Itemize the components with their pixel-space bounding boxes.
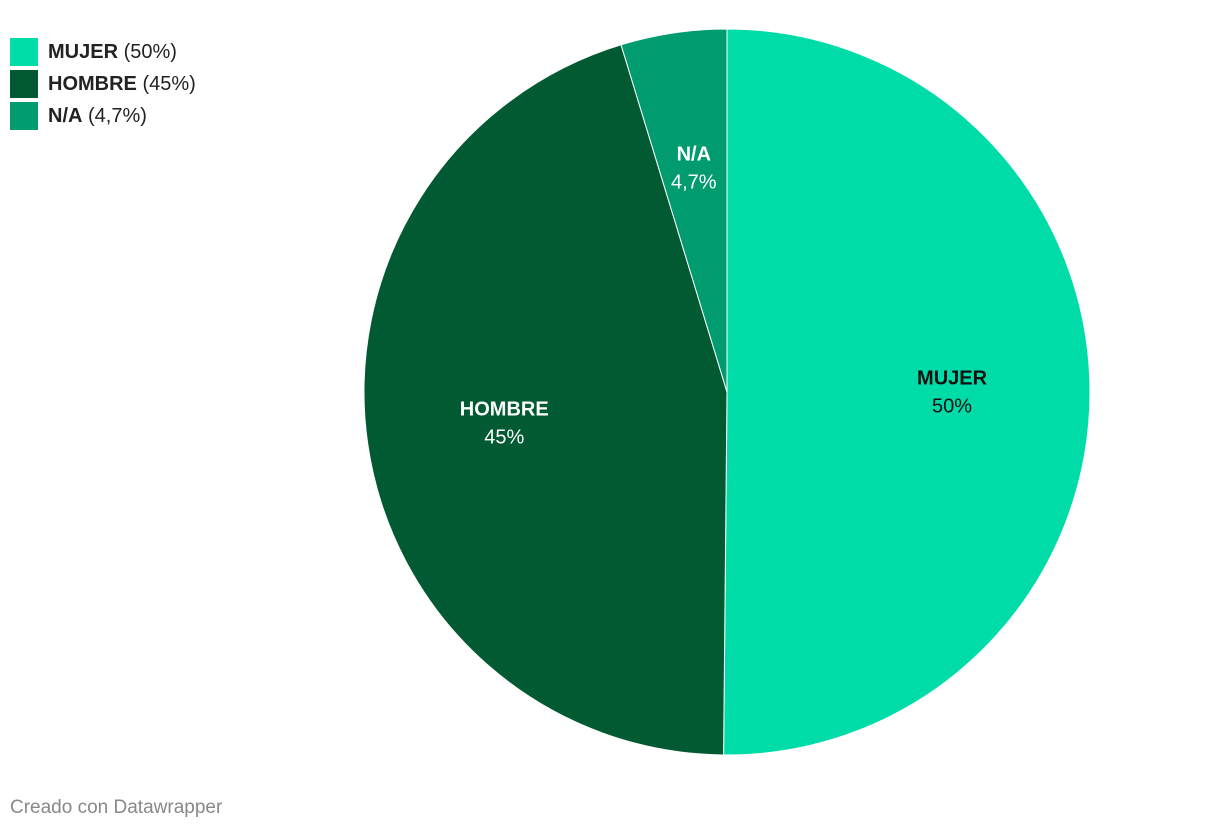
legend-entry: HOMBRE (45%): [48, 73, 196, 95]
legend-name: HOMBRE: [48, 73, 137, 95]
pie-slice: [363, 44, 728, 756]
legend-name: N/A: [48, 105, 82, 127]
slice-value: 45%: [484, 426, 524, 448]
legend-entry: MUJER (50%): [48, 41, 177, 63]
slice-label: N/A: [677, 144, 711, 166]
slice-label: MUJER: [917, 367, 988, 389]
legend-swatch: [10, 70, 38, 98]
slice-value: 4,7%: [671, 172, 717, 194]
legend-swatch: [10, 38, 38, 66]
legend-value: (45%): [142, 73, 195, 95]
legend-value: (50%): [124, 41, 177, 63]
legend-name: MUJER: [48, 41, 119, 63]
pie-slice: [620, 28, 728, 393]
slice-value: 50%: [932, 395, 972, 417]
footer: Creado con Datawrapper: [10, 797, 223, 818]
slice-label: HOMBRE: [460, 398, 549, 420]
legend-entry: N/A (4,7%): [48, 105, 147, 127]
legend-swatch: [10, 102, 38, 130]
pie-slice: [723, 28, 1091, 756]
legend-value: (4,7%): [88, 105, 147, 127]
